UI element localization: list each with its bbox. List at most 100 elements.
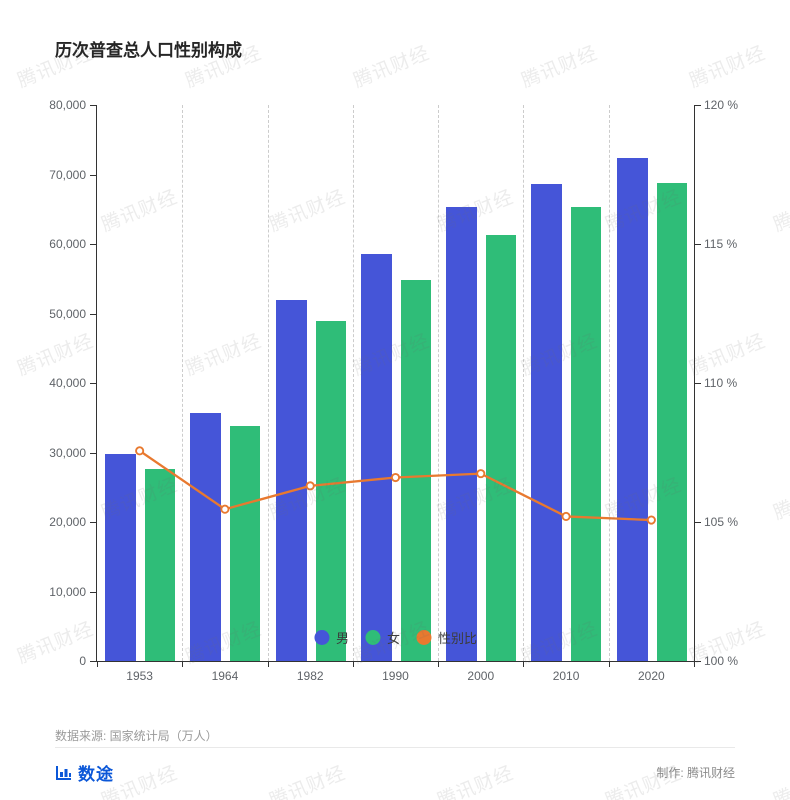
right-axis-tick-label: 100 % xyxy=(704,654,739,668)
x-axis-tick xyxy=(182,661,184,667)
left-axis-line xyxy=(96,105,97,662)
x-axis-label-1990: 1990 xyxy=(382,669,409,683)
watermark-text: 腾讯财经 xyxy=(770,474,790,525)
watermark-text: 腾讯财经 xyxy=(14,330,97,381)
plot-area xyxy=(97,105,694,661)
gridline xyxy=(608,105,610,661)
x-axis-label-2000: 2000 xyxy=(467,669,495,683)
watermark-text: 腾讯财经 xyxy=(686,330,769,381)
watermark-text: 腾讯财经 xyxy=(686,42,769,93)
line-marker-2010 xyxy=(561,511,571,521)
left-axis-tick-label: 40,000 xyxy=(49,376,86,390)
left-axis-tick-label: 80,000 xyxy=(49,98,86,112)
bar-男-2020 xyxy=(616,158,648,661)
legend: 男 女 性别比 xyxy=(313,628,477,647)
left-axis-tick-label: 20,000 xyxy=(49,515,86,529)
left-axis-tick-label: 60,000 xyxy=(49,237,86,251)
bar-男-1982 xyxy=(275,300,307,661)
right-axis-tick xyxy=(695,522,701,523)
legend-dot-icon xyxy=(313,630,329,645)
legend-label: 女 xyxy=(386,631,401,646)
bar-女-2000 xyxy=(486,235,517,661)
x-axis-line xyxy=(96,661,695,662)
legend-dot-icon xyxy=(364,630,380,645)
line-marker-2020 xyxy=(646,515,656,525)
line-marker-1953 xyxy=(135,446,145,456)
x-axis-tick xyxy=(267,661,269,667)
gridline xyxy=(352,105,354,661)
bar-男-1990 xyxy=(360,254,392,661)
line-marker-1990 xyxy=(390,472,401,483)
x-axis-tick xyxy=(608,661,610,667)
bar-女-1982 xyxy=(315,321,346,661)
watermark-text: 腾讯财经 xyxy=(434,762,517,800)
right-axis-tick-label: 105 % xyxy=(704,515,739,529)
watermark-text: 腾讯财经 xyxy=(518,42,601,93)
right-axis-line xyxy=(694,105,695,662)
legend-item-女[interactable]: 女 xyxy=(364,628,401,647)
left-axis-tick xyxy=(90,313,96,315)
right-axis-tick xyxy=(695,661,701,662)
legend-dot-icon xyxy=(416,630,432,645)
bar-chart-logo-icon xyxy=(55,764,72,781)
x-axis-tick xyxy=(352,661,354,667)
right-axis-tick-label: 120 % xyxy=(704,98,739,112)
bar-男-1953 xyxy=(105,453,136,661)
x-axis-tick xyxy=(694,661,695,667)
bar-女-1990 xyxy=(400,279,431,661)
right-axis-tick xyxy=(695,244,701,245)
left-axis-tick-label: 0 xyxy=(79,654,86,668)
watermark-text: 腾讯财经 xyxy=(266,762,349,800)
chart-title: 历次普查总人口性别构成 xyxy=(55,41,242,60)
left-axis-tick xyxy=(90,105,96,106)
gridline xyxy=(182,105,184,661)
bar-男-2000 xyxy=(446,206,478,661)
gridline xyxy=(523,105,525,661)
ratio-line xyxy=(135,446,656,525)
right-axis-tick xyxy=(695,383,701,384)
left-axis-tick-label: 10,000 xyxy=(49,584,86,599)
gridline xyxy=(267,105,269,661)
x-axis-label-1964: 1964 xyxy=(211,669,239,683)
right-axis-tick-label: 110 % xyxy=(704,376,738,390)
legend-label: 性别比 xyxy=(438,631,478,646)
data-source-note: 数据来源: 国家统计局（万人） xyxy=(55,729,218,743)
left-axis-tick xyxy=(90,244,96,245)
line-marker-1964 xyxy=(220,504,230,514)
left-axis-tick xyxy=(90,522,96,523)
left-axis-tick-label: 30,000 xyxy=(49,445,86,460)
right-axis-tick xyxy=(695,105,701,106)
left-axis-tick xyxy=(90,174,96,176)
logo-text: 数途 xyxy=(78,765,114,784)
x-axis-tick xyxy=(438,661,440,667)
bar-男-1964 xyxy=(190,413,222,661)
footer-divider xyxy=(55,747,735,748)
bar-男-2010 xyxy=(531,183,563,661)
x-axis-label-1982: 1982 xyxy=(296,669,324,683)
watermark-text: 腾讯财经 xyxy=(770,186,790,237)
line-marker-2000 xyxy=(476,469,486,479)
gridline xyxy=(438,105,440,661)
x-axis-label-1953: 1953 xyxy=(126,669,153,683)
x-axis-tick xyxy=(97,661,98,667)
legend-item-性别比[interactable]: 性别比 xyxy=(416,628,477,647)
line-marker-1982 xyxy=(305,481,315,491)
bar-女-2010 xyxy=(571,207,602,661)
x-axis-label-2010: 2010 xyxy=(552,669,580,683)
bar-女-1964 xyxy=(230,426,261,661)
legend-item-男[interactable]: 男 xyxy=(313,628,349,647)
watermark-text: 腾讯财经 xyxy=(350,42,433,93)
right-axis-tick-label: 115 % xyxy=(704,237,738,251)
brand-logo: 数途 xyxy=(55,760,114,785)
credit-note: 制作: 腾讯财经 xyxy=(656,766,735,780)
watermark-text: 腾讯财经 xyxy=(770,762,790,800)
left-axis-tick-label: 50,000 xyxy=(49,306,86,321)
left-axis-tick-label: 70,000 xyxy=(49,167,86,182)
bar-女-2020 xyxy=(656,182,687,661)
bar-女-1953 xyxy=(145,468,175,661)
left-axis-tick xyxy=(90,591,96,593)
x-axis-label-2020: 2020 xyxy=(637,669,665,683)
legend-label: 男 xyxy=(335,631,349,646)
left-axis-tick xyxy=(90,452,96,454)
